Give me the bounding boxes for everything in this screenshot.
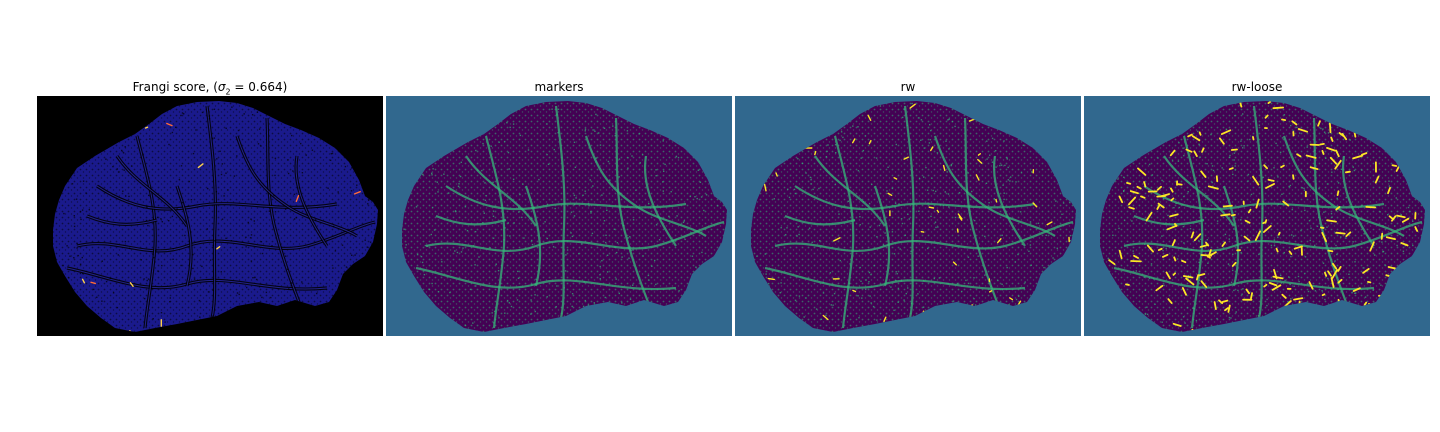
rw-loose-panel: rw-loose [1084, 80, 1430, 336]
rw-loose-image [1084, 96, 1430, 336]
frangi-image [37, 96, 383, 336]
frangi-panel: Frangi score, (σ2 = 0.664) [37, 80, 383, 336]
markers-title: markers [534, 80, 584, 94]
frangi-title: Frangi score, (σ2 = 0.664) [132, 80, 288, 97]
rw-title: rw [900, 80, 916, 94]
markers-panel: markers [386, 80, 732, 336]
rw-panel: rw [735, 80, 1081, 336]
rw-loose-title: rw-loose [1231, 80, 1283, 94]
markers-image [386, 96, 732, 336]
rw-image [735, 96, 1081, 336]
